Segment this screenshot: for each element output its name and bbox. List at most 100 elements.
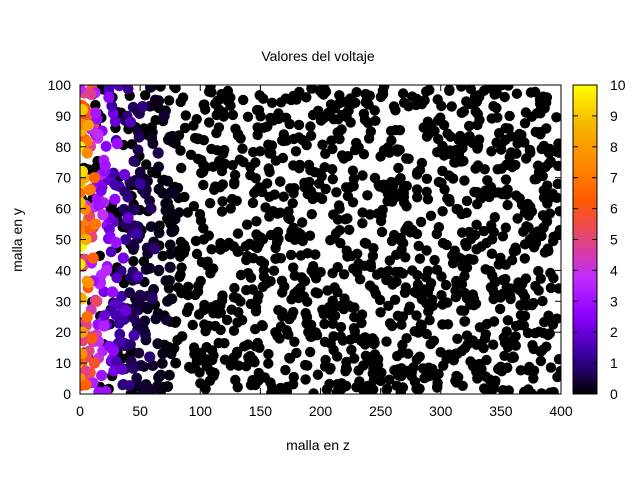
data-point — [300, 374, 311, 385]
data-point — [286, 311, 297, 322]
data-point — [414, 253, 426, 264]
data-point — [221, 314, 233, 326]
colorbar-tick-label: 2 — [610, 324, 618, 340]
data-point — [141, 159, 152, 170]
data-point — [139, 188, 151, 199]
data-point — [321, 384, 332, 394]
data-point — [194, 367, 205, 378]
x-tick-label: 100 — [189, 403, 213, 419]
data-point — [409, 326, 420, 337]
data-point — [424, 315, 435, 326]
data-point — [340, 366, 351, 377]
data-point — [304, 230, 316, 241]
data-point — [257, 281, 269, 292]
data-point — [474, 322, 486, 333]
data-point — [133, 347, 145, 359]
data-point — [422, 194, 434, 205]
data-point — [142, 381, 153, 393]
data-point — [353, 365, 364, 376]
data-point — [510, 242, 521, 253]
data-point — [153, 161, 165, 173]
data-point — [489, 89, 500, 100]
data-point — [425, 338, 436, 350]
data-point — [503, 123, 514, 134]
data-point — [500, 174, 512, 185]
data-point — [504, 151, 515, 163]
data-point — [217, 290, 228, 301]
data-point — [145, 85, 156, 93]
data-point — [305, 121, 316, 132]
data-point — [164, 369, 175, 381]
data-point — [287, 198, 298, 209]
data-point — [362, 117, 374, 128]
data-point — [92, 128, 104, 141]
data-point — [283, 329, 294, 340]
data-point — [438, 360, 449, 371]
data-point — [461, 96, 472, 107]
data-point — [436, 290, 447, 301]
data-point — [235, 133, 246, 144]
data-point — [229, 179, 240, 190]
data-point — [375, 91, 387, 103]
data-point — [128, 155, 140, 167]
data-point — [459, 287, 470, 299]
data-point — [173, 245, 184, 256]
data-point — [310, 287, 321, 298]
data-point — [393, 162, 404, 174]
data-point — [81, 147, 93, 159]
data-point — [398, 191, 410, 203]
data-point — [411, 184, 423, 195]
data-point — [452, 348, 463, 359]
data-point — [518, 226, 529, 237]
data-point — [266, 387, 277, 394]
data-point — [414, 351, 425, 362]
data-point — [289, 183, 300, 194]
data-point — [538, 185, 549, 196]
data-point — [301, 92, 312, 103]
data-point — [174, 271, 185, 283]
data-point — [401, 153, 412, 164]
data-point — [164, 275, 175, 286]
data-point — [80, 379, 92, 391]
data-point — [378, 179, 389, 190]
data-point — [394, 174, 405, 186]
data-point — [309, 191, 320, 202]
data-point — [241, 361, 252, 372]
data-point — [553, 138, 561, 149]
x-tick-label: 50 — [132, 403, 148, 419]
data-point — [396, 319, 407, 330]
data-point — [530, 280, 541, 292]
data-point — [145, 203, 157, 215]
data-point — [300, 182, 312, 193]
data-point — [204, 198, 216, 209]
data-point — [270, 155, 282, 166]
data-point — [265, 276, 276, 287]
data-point — [217, 107, 229, 118]
data-point — [365, 261, 377, 273]
data-point — [541, 341, 552, 352]
data-point — [452, 333, 463, 344]
data-point — [229, 282, 240, 294]
data-point — [497, 231, 509, 242]
data-point — [345, 181, 356, 193]
data-point — [432, 377, 443, 389]
x-tick-label: 400 — [549, 403, 573, 419]
data-point — [471, 96, 482, 108]
data-point — [411, 169, 423, 180]
data-point — [147, 138, 159, 149]
colorbar-tick-label: 6 — [610, 201, 618, 217]
data-point — [456, 254, 467, 265]
data-point — [488, 226, 499, 238]
data-point — [397, 88, 409, 99]
data-point — [164, 239, 176, 251]
data-point — [170, 357, 182, 369]
data-point — [152, 147, 164, 159]
data-point — [478, 225, 490, 237]
data-point — [333, 114, 344, 125]
data-point — [530, 86, 541, 98]
data-point — [528, 230, 540, 241]
data-point — [381, 336, 392, 347]
data-point — [451, 144, 462, 156]
data-point — [217, 196, 228, 207]
data-point — [302, 296, 313, 307]
